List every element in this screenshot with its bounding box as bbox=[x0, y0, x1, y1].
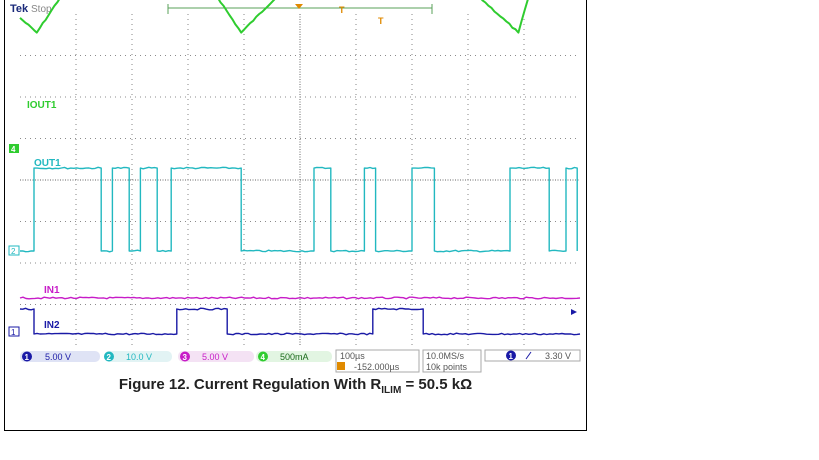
svg-text:10.0 V: 10.0 V bbox=[126, 352, 152, 362]
trace-in1 bbox=[19, 296, 581, 300]
waveform-traces bbox=[19, 0, 581, 336]
acq-state-label: Stop bbox=[31, 4, 52, 15]
status-ch1: 1 5.00 V bbox=[20, 351, 100, 362]
trace-label-in2: IN2 bbox=[44, 320, 60, 331]
trace-out1 bbox=[19, 166, 578, 253]
graticule-grid bbox=[20, 14, 580, 346]
time-ruler bbox=[167, 4, 433, 14]
trace-in2 bbox=[19, 307, 581, 336]
trace-label-in1: IN1 bbox=[44, 285, 60, 296]
channel-4-marker: 4 bbox=[9, 144, 19, 154]
figure-frame bbox=[4, 0, 587, 431]
trigger-level-marker: T bbox=[378, 16, 384, 26]
svg-text:5.00 V: 5.00 V bbox=[45, 352, 71, 362]
trace-iout1 bbox=[19, 0, 529, 34]
status-ch3: 3 5.00 V bbox=[178, 351, 254, 362]
status-trigger: 1 3.30 V bbox=[484, 349, 581, 362]
svg-text:1: 1 bbox=[509, 352, 514, 361]
svg-text:-152.000µs: -152.000µs bbox=[354, 362, 400, 372]
svg-text:3: 3 bbox=[183, 353, 188, 362]
svg-text:1: 1 bbox=[25, 353, 30, 362]
status-ch2: 2 10.0 V bbox=[104, 351, 172, 362]
status-bar: 1 5.00 V 2 10.0 V 3 5.00 V 4 500mA 100µs… bbox=[20, 349, 581, 373]
svg-text:3.30 V: 3.30 V bbox=[545, 351, 571, 361]
ch3-offscreen-arrow bbox=[571, 309, 577, 315]
svg-text:100µs: 100µs bbox=[340, 351, 365, 361]
svg-text:5.00 V: 5.00 V bbox=[202, 352, 228, 362]
trigger-position-marker: T bbox=[339, 5, 345, 15]
svg-text:4: 4 bbox=[11, 145, 16, 154]
svg-text:2: 2 bbox=[107, 353, 112, 362]
svg-text:1: 1 bbox=[11, 328, 16, 337]
svg-text:2: 2 bbox=[11, 247, 16, 256]
svg-text:10k points: 10k points bbox=[426, 362, 468, 372]
svg-text:4: 4 bbox=[261, 353, 266, 362]
channel-2-marker: 2 bbox=[8, 245, 20, 256]
figure-caption: Figure 12. Current Regulation With RILIM… bbox=[118, 376, 473, 396]
trace-label-iout1: IOUT1 bbox=[27, 100, 57, 111]
status-ch4: 4 500mA bbox=[256, 351, 332, 362]
status-acquisition: 10.0MS/s 10k points bbox=[422, 349, 482, 373]
status-timebase: 100µs -152.000µs bbox=[335, 349, 420, 373]
trace-label-out1: OUT1 bbox=[34, 158, 61, 169]
svg-text:10.0MS/s: 10.0MS/s bbox=[426, 351, 465, 361]
svg-text:500mA: 500mA bbox=[280, 352, 309, 362]
brand-label: Tek bbox=[10, 3, 29, 15]
channel-1-marker: 1 bbox=[8, 326, 20, 337]
